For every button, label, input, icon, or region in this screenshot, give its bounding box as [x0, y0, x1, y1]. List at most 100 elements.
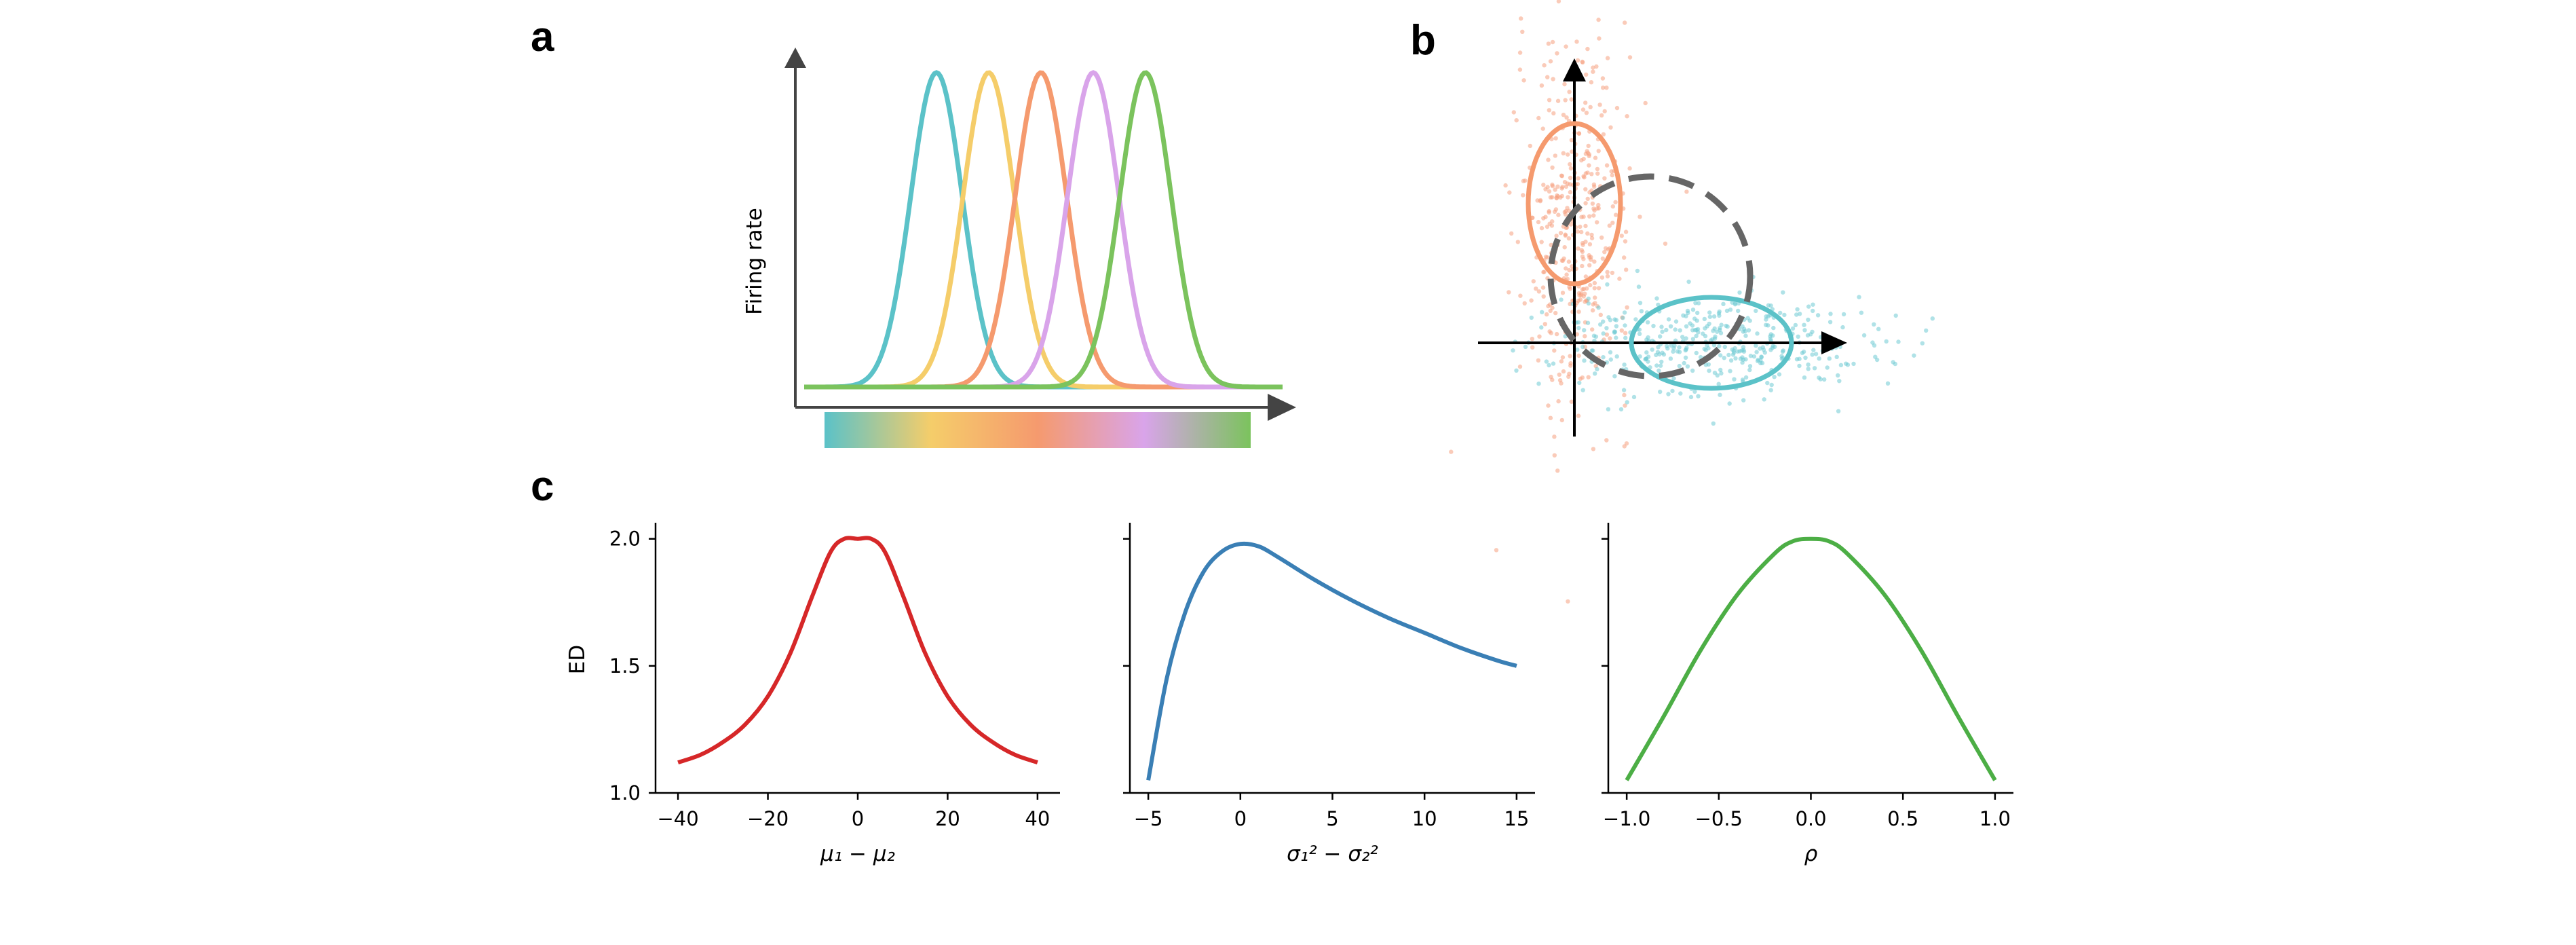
ed-plot-3-xtick-label: −0.5: [1695, 807, 1743, 830]
panel-a-y-arrow-icon: [784, 48, 806, 68]
cyan-cluster-point: [1682, 360, 1686, 366]
orange-cluster-point: [1529, 298, 1534, 303]
panel-label-c: c: [531, 463, 554, 510]
cyan-cluster-point: [1768, 348, 1773, 352]
cyan-cluster-point: [1795, 307, 1800, 312]
ed-plot-3: −1.0 −0.5 0.0 0.5 1.0 ρ: [1602, 523, 2013, 866]
cyan-cluster-point: [1551, 361, 1556, 366]
orange-cluster-point: [1604, 163, 1610, 168]
orange-cluster-point: [1627, 55, 1633, 60]
orange-cluster-point: [1550, 165, 1555, 170]
orange-cluster-point: [1583, 299, 1587, 304]
orange-cluster-point: [1576, 310, 1581, 314]
cyan-cluster-point: [1743, 375, 1749, 380]
orange-cluster-point: [1584, 111, 1589, 115]
orange-cluster-point: [1568, 182, 1572, 187]
cyan-cluster-point: [1717, 344, 1722, 349]
orange-cluster-point: [1548, 308, 1553, 314]
orange-cluster-point: [1591, 447, 1596, 451]
cyan-cluster-point: [1716, 382, 1721, 386]
ed-plot-1-xtick-label: 20: [935, 807, 960, 830]
orange-cluster-point: [1566, 236, 1572, 241]
cyan-cluster-point: [1813, 352, 1819, 356]
orange-cluster-point: [1601, 86, 1606, 90]
cyan-cluster-point: [1601, 331, 1606, 336]
orange-cluster-point: [1587, 214, 1592, 219]
orange-cluster-point: [1627, 166, 1632, 171]
orange-cluster-point: [1590, 327, 1595, 332]
orange-cluster-point: [1593, 155, 1598, 160]
orange-cluster-point: [1547, 329, 1552, 334]
panel-b-clusters: [1449, 0, 1935, 604]
ed-plot-2-xtick-label: 0: [1234, 807, 1247, 830]
ed-plot-3-line: [1625, 536, 1997, 781]
orange-cluster-point: [1585, 286, 1589, 291]
cyan-cluster-point: [1671, 346, 1676, 351]
cyan-cluster-point: [1614, 324, 1619, 329]
orange-cluster-point: [1555, 193, 1559, 198]
orange-cluster-point: [1583, 223, 1588, 229]
cyan-cluster-point: [1707, 314, 1713, 319]
panel-a-x-arrow-icon: [1268, 394, 1296, 421]
orange-cluster-point: [1623, 331, 1628, 335]
orange-cluster-point: [1599, 275, 1605, 280]
ed-plot-3-xtick-label: 1.0: [1980, 807, 2011, 830]
orange-cluster-point: [1597, 36, 1602, 41]
orange-cluster-point: [1518, 293, 1523, 298]
orange-cluster-point: [1595, 166, 1600, 172]
cyan-cluster-point: [1651, 323, 1656, 329]
cyan-cluster-point: [1896, 339, 1901, 344]
cyan-cluster-point: [1741, 398, 1746, 403]
cyan-cluster-point: [1838, 363, 1844, 367]
cyan-cluster-point: [1810, 352, 1815, 357]
cyan-cluster-point: [1743, 329, 1747, 334]
cyan-cluster-point: [1586, 296, 1591, 301]
ed-plot-3-xtick-label: −1.0: [1603, 807, 1650, 830]
cyan-cluster-point: [1857, 295, 1861, 299]
cyan-cluster-point: [1717, 309, 1722, 314]
orange-cluster-point: [1567, 90, 1572, 94]
orange-cluster-point: [1587, 242, 1593, 246]
orange-cluster-point: [1542, 270, 1547, 274]
orange-cluster-point: [1623, 20, 1627, 25]
cyan-cluster-point: [1618, 407, 1624, 412]
cyan-cluster-point: [1840, 325, 1845, 330]
orange-cluster-point: [1622, 392, 1627, 398]
cyan-cluster-point: [1654, 296, 1659, 301]
orange-cluster-point: [1521, 179, 1526, 183]
cyan-cluster-point: [1684, 336, 1688, 341]
orange-cluster-point: [1546, 41, 1551, 46]
cyan-cluster-point: [1696, 330, 1701, 335]
orange-cluster-point: [1578, 224, 1583, 229]
orange-cluster-point: [1564, 44, 1568, 49]
cyan-cluster-point: [1836, 409, 1841, 413]
orange-cluster-point: [1568, 354, 1572, 358]
orange-cluster-point: [1608, 125, 1613, 130]
orange-cluster-point: [1521, 193, 1526, 198]
cyan-cluster-point: [1656, 368, 1661, 373]
orange-cluster-point: [1604, 86, 1609, 90]
cyan-cluster-point: [1606, 315, 1611, 320]
orange-cluster-point: [1540, 285, 1546, 290]
cyan-cluster-point: [1593, 334, 1599, 339]
orange-cluster-point: [1553, 310, 1558, 316]
cyan-cluster-point: [1631, 394, 1637, 400]
cyan-cluster-point: [1759, 355, 1764, 360]
orange-cluster-point: [1580, 263, 1585, 269]
orange-cluster-point: [1574, 332, 1579, 337]
cyan-cluster-point: [1577, 380, 1582, 386]
orange-cluster-point: [1566, 259, 1572, 264]
cyan-cluster-point: [1580, 388, 1585, 392]
cyan-cluster-point: [1622, 363, 1627, 367]
cyan-cluster-point: [1601, 319, 1606, 324]
cyan-cluster-point: [1650, 347, 1654, 352]
orange-cluster-point: [1566, 374, 1571, 379]
cyan-cluster-point: [1621, 388, 1627, 392]
orange-cluster-point: [1596, 286, 1602, 291]
cyan-cluster-point: [1605, 282, 1610, 287]
orange-cluster-point: [1560, 355, 1566, 360]
orange-cluster-point: [1569, 97, 1574, 102]
cyan-cluster-point: [1675, 349, 1680, 354]
orange-cluster-point: [1553, 153, 1557, 158]
cyan-cluster-point: [1806, 362, 1811, 367]
